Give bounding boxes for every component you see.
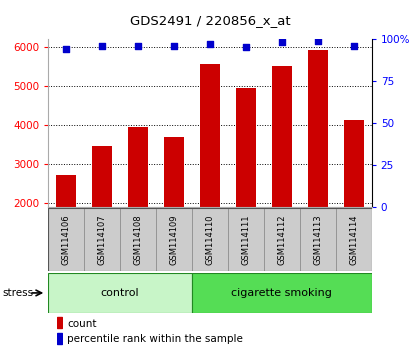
Point — [63, 46, 70, 52]
Point — [243, 45, 249, 50]
Bar — [192, 208, 228, 271]
Bar — [128, 126, 148, 207]
Bar — [58, 333, 63, 344]
Point — [99, 43, 105, 48]
Bar — [192, 273, 372, 313]
Text: control: control — [101, 288, 139, 298]
Bar — [56, 175, 76, 207]
Text: cigarette smoking: cigarette smoking — [231, 288, 332, 298]
Bar — [84, 208, 120, 271]
Point — [278, 40, 285, 45]
Point — [207, 41, 213, 47]
Text: GSM114110: GSM114110 — [205, 214, 215, 264]
Bar — [48, 273, 192, 313]
Bar — [344, 120, 364, 207]
Text: GSM114111: GSM114111 — [241, 214, 250, 264]
Text: GSM114112: GSM114112 — [277, 214, 286, 264]
Point — [135, 43, 142, 48]
Bar — [236, 88, 256, 207]
Point — [171, 43, 177, 48]
Bar — [300, 208, 336, 271]
Bar — [228, 208, 264, 271]
Bar — [272, 66, 292, 207]
Text: GDS2491 / 220856_x_at: GDS2491 / 220856_x_at — [130, 14, 290, 27]
Text: GSM114108: GSM114108 — [134, 214, 143, 265]
Bar — [120, 208, 156, 271]
Text: GSM114107: GSM114107 — [98, 214, 107, 265]
Point — [315, 38, 321, 44]
Text: GSM114113: GSM114113 — [313, 214, 322, 265]
Bar — [264, 208, 300, 271]
Bar — [200, 64, 220, 207]
Bar — [164, 137, 184, 207]
Point — [350, 43, 357, 48]
Bar — [156, 208, 192, 271]
Bar — [336, 208, 372, 271]
Text: GSM114109: GSM114109 — [170, 214, 178, 264]
Text: GSM114114: GSM114114 — [349, 214, 358, 264]
Text: stress: stress — [2, 288, 33, 298]
Bar — [48, 208, 84, 271]
Text: count: count — [67, 319, 97, 329]
Text: percentile rank within the sample: percentile rank within the sample — [67, 334, 243, 344]
Bar — [92, 147, 112, 207]
Bar — [308, 50, 328, 207]
Text: GSM114106: GSM114106 — [62, 214, 71, 265]
Bar — [58, 317, 63, 329]
